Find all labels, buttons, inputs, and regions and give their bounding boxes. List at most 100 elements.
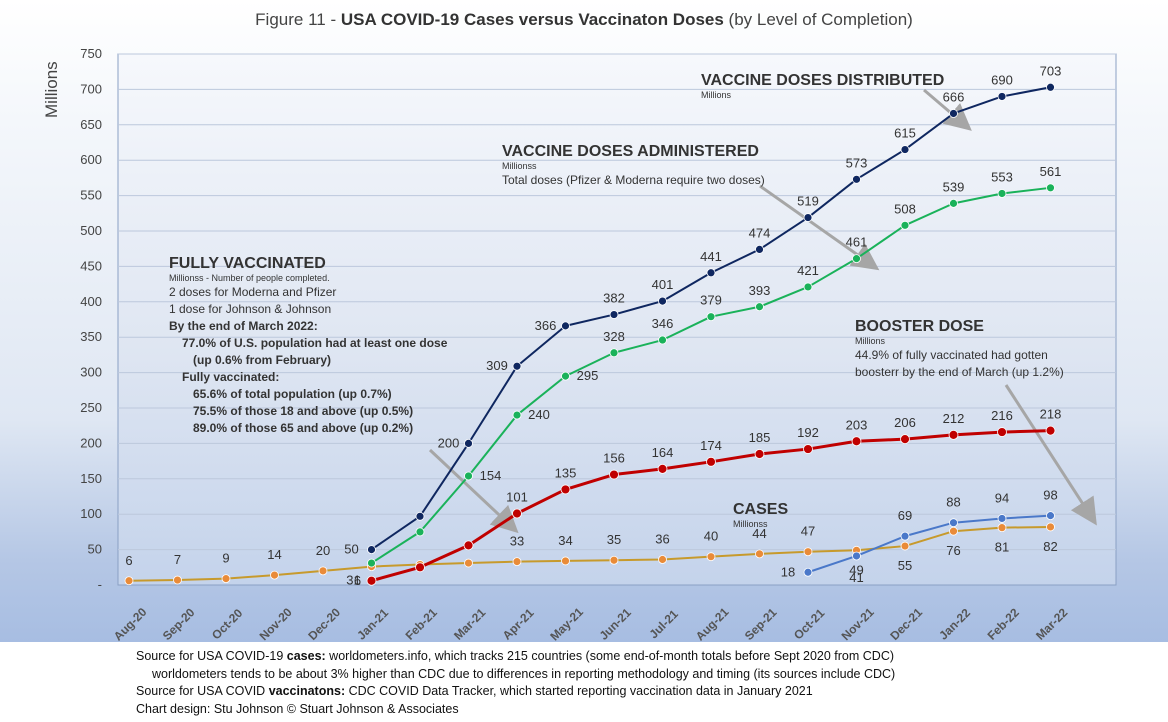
fully-point [948, 430, 959, 440]
y-tick-label: 550 [80, 188, 102, 203]
distributed-point [997, 92, 1007, 101]
y-tick-label: 250 [80, 400, 102, 415]
x-tick-label: Sep-20 [160, 605, 198, 642]
administered-data-label: 295 [577, 368, 599, 383]
cases-point [706, 552, 716, 562]
distributed-point [609, 310, 619, 319]
booster-point [997, 514, 1007, 523]
x-tick-label: Dec-20 [305, 605, 343, 642]
fully-data-label: 192 [797, 425, 819, 440]
cases-data-label: 33 [510, 534, 524, 549]
x-tick-label: Oct-20 [209, 606, 246, 642]
x-tick-label: Jan-21 [354, 606, 391, 642]
cases-data-label: 47 [801, 524, 815, 539]
cases-point [900, 541, 910, 551]
cases-data-label: 81 [995, 540, 1009, 555]
administered-data-label: 508 [894, 201, 916, 216]
fully-point [706, 456, 716, 467]
distributed-data-label: 474 [749, 225, 771, 240]
fully-point [366, 575, 377, 586]
cases-data-label: 6 [125, 553, 132, 568]
fully-point [1045, 425, 1056, 436]
booster-point [852, 551, 861, 561]
source-line-vaccinations: Source for USA COVID vaccinatons: CDC CO… [136, 684, 813, 698]
administered-point [464, 471, 473, 481]
administered-point [1046, 183, 1055, 193]
y-tick-label: 50 [88, 542, 102, 557]
distributed-data-label: 666 [943, 89, 965, 104]
fully-data-label: 156 [603, 451, 625, 466]
booster-point [949, 518, 958, 528]
fully-point [657, 463, 668, 474]
y-tick-label: 450 [80, 258, 102, 273]
fully-data-label: 212 [943, 411, 965, 426]
booster-data-label: 41 [849, 570, 863, 585]
fully-point [803, 444, 813, 454]
distributed-point [561, 321, 570, 331]
line-chart: -501001502002503003504004505005506006507… [80, 46, 1117, 642]
x-tick-label: Jul-21 [646, 607, 681, 642]
x-tick-label: Aug-20 [111, 605, 150, 642]
cases-point [1046, 522, 1055, 532]
administered-data-label: 553 [991, 169, 1013, 184]
distributed-point [706, 268, 716, 278]
fully-point [560, 484, 571, 495]
x-tick-label: Feb-21 [403, 605, 440, 642]
x-tick-label: Nov-20 [257, 605, 295, 642]
cases-point [318, 566, 328, 576]
cases-data-label: 7 [174, 552, 181, 567]
x-tick-label: May-21 [547, 605, 586, 642]
y-tick-label: 350 [80, 329, 102, 344]
x-tick-label: Sep-21 [742, 605, 780, 642]
distributed-point [512, 361, 522, 371]
distributed-data-label: 441 [700, 249, 722, 264]
distributed-point [755, 245, 764, 254]
source-line-credit: Chart design: Stu Johnson © Stuart Johns… [136, 701, 459, 716]
administered-data-label: 421 [797, 263, 819, 278]
distributed-point [900, 145, 910, 154]
booster-point [1046, 511, 1055, 521]
x-tick-label: Mar-22 [1033, 605, 1070, 642]
administered-data-label: 561 [1040, 164, 1062, 179]
cases-point [512, 557, 522, 567]
fully-data-label: 185 [749, 430, 771, 445]
y-tick-label: 700 [80, 81, 102, 96]
y-tick-label: 650 [80, 117, 102, 132]
booster-data-label: 18 [781, 564, 795, 579]
cases-data-label: 40 [704, 529, 718, 544]
administered-data-label: 393 [749, 283, 771, 298]
cases-point [221, 574, 231, 584]
cases-point [609, 555, 619, 565]
administered-point [658, 335, 667, 345]
administered-point [803, 282, 813, 292]
plot-area [117, 53, 1117, 586]
fully-data-label: 6 [354, 573, 361, 588]
distributed-data-label: 382 [603, 291, 625, 306]
y-tick-label: 400 [80, 294, 102, 309]
x-tick-label: Jun-21 [597, 605, 634, 642]
administered-point [755, 302, 764, 312]
cases-data-label: 49 [849, 562, 863, 577]
cases-point [755, 549, 764, 559]
source-notes: Source for USA COVID-19 cases: worldomet… [136, 648, 895, 718]
cases-point [270, 570, 279, 580]
y-tick-label: 300 [80, 365, 102, 380]
distributed-data-label: 519 [797, 194, 819, 209]
y-tick-label: - [98, 577, 102, 592]
y-tick-label: 200 [80, 435, 102, 450]
distributed-point [415, 511, 425, 521]
annotation-arrow [428, 448, 519, 534]
cases-data-label: 36 [655, 532, 669, 547]
booster-data-label: 94 [995, 490, 1009, 505]
fully-point [609, 469, 619, 480]
x-tick-label: Nov-21 [839, 605, 877, 642]
administered-data-label: 328 [603, 329, 625, 344]
booster-data-label: 69 [898, 508, 912, 523]
x-tick-label: Oct-21 [791, 606, 828, 642]
administered-data-label: 346 [652, 316, 674, 331]
cases-line [128, 525, 1051, 582]
distributed-data-label: 309 [486, 358, 508, 373]
fully-point [754, 449, 765, 459]
annotation-arrow [923, 88, 972, 131]
x-tick-label: Mar-21 [451, 605, 488, 642]
